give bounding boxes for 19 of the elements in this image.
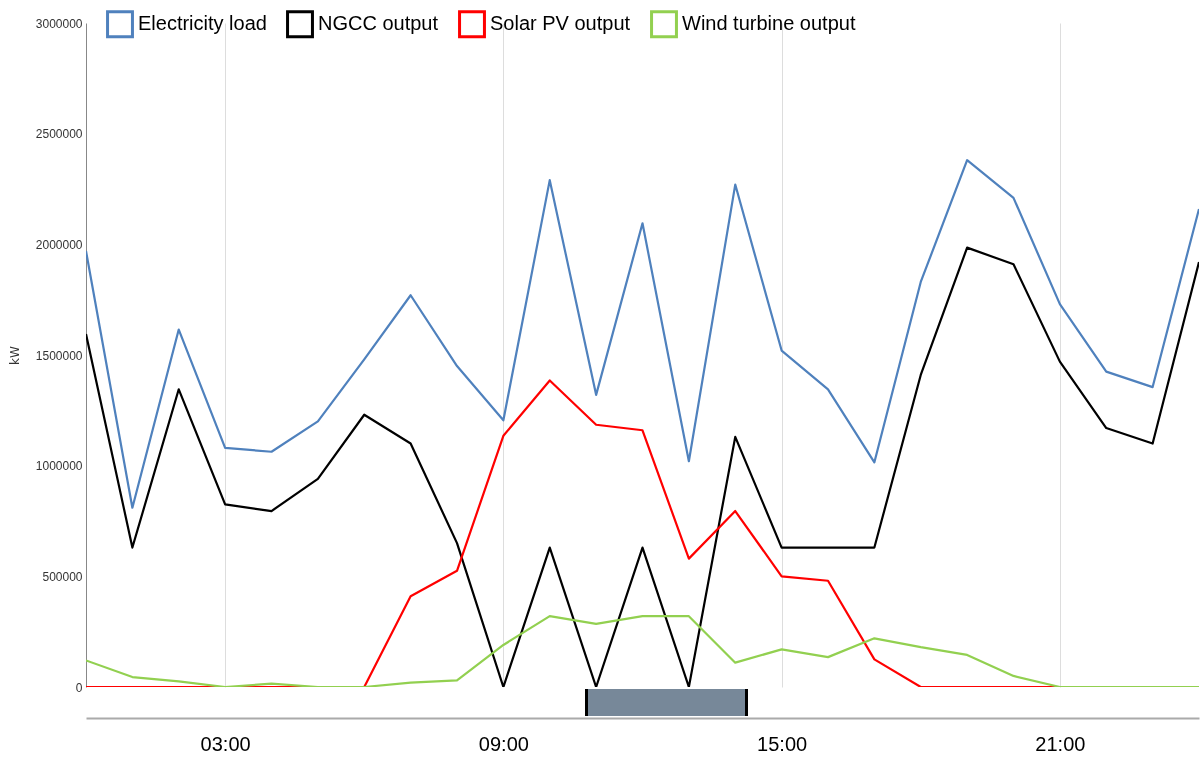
y-tick-label: 0 <box>75 680 83 695</box>
line-series <box>86 246 1199 687</box>
x-tick-label: 21:00 <box>1035 732 1086 755</box>
x-tick-label: 09:00 <box>478 732 529 755</box>
y-tick-label: 2000000 <box>35 237 83 252</box>
y-tick-label: 3000000 <box>35 16 83 31</box>
x-tick-label: 15:00 <box>757 732 808 755</box>
y-tick-label: 1500000 <box>35 348 83 363</box>
line-series <box>86 159 1199 509</box>
y-axis-title: kW <box>7 345 22 365</box>
x-tick-label: 03:00 <box>200 732 251 755</box>
legend-label: Solar PV output <box>490 12 631 35</box>
legend-label: Electricity load <box>138 12 267 35</box>
legend-label: Wind turbine output <box>682 12 856 35</box>
legend-label: NGCC output <box>318 12 439 35</box>
y-tick-label: 500000 <box>42 569 83 584</box>
line-series <box>86 615 1199 687</box>
y-tick-label: 1000000 <box>35 459 83 474</box>
y-tick-label: 2500000 <box>35 127 83 142</box>
